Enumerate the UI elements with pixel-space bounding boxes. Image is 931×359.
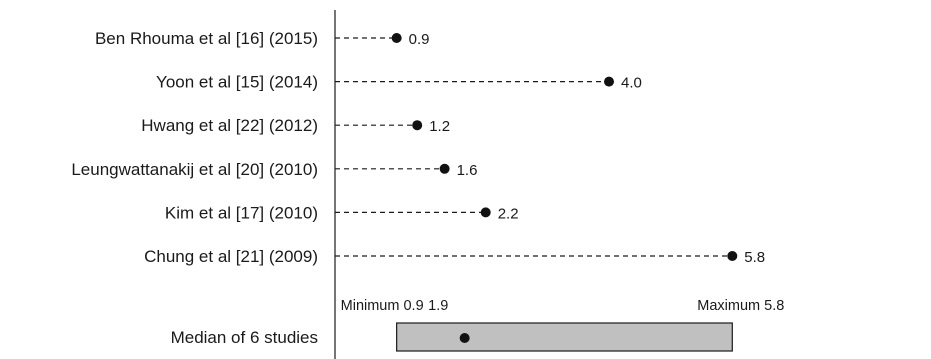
study-label: Leungwattanakij et al [20] (2010): [71, 160, 318, 179]
minimum-label: Minimum 0.9: [341, 298, 424, 314]
data-point: [439, 163, 450, 174]
range-box: [396, 322, 733, 352]
median-summary: Minimum 0.9 1.9 Maximum 5.8 Median of 6 stu…: [171, 298, 784, 352]
data-point: [727, 251, 738, 261]
study-label: Chung et al [21] (2009): [144, 247, 318, 266]
study-label: Yoon et al [15] (2014): [156, 73, 318, 92]
study-row: Chung et al [21] (2009) 5.8: [144, 247, 765, 266]
value-label: 4.0: [621, 75, 642, 92]
value-label: 1.2: [429, 118, 450, 135]
data-point: [391, 33, 402, 43]
data-point: [604, 76, 614, 87]
data-point: [412, 120, 423, 131]
value-label: 0.9: [409, 31, 430, 48]
study-label: Kim et al [17] (2010): [165, 203, 318, 222]
maximum-label: Maximum 5.8: [697, 298, 784, 314]
study-row: Ben Rhouma et al [16] (2015) 0.9: [95, 29, 430, 48]
study-row: Kim et al [17] (2010) 2.2: [165, 203, 519, 222]
median-row-label: Median of 6 studies: [171, 328, 318, 347]
study-label: Ben Rhouma et al [16] (2015): [95, 29, 318, 48]
study-row: Yoon et al [15] (2014) 4.0: [156, 73, 642, 92]
study-label: Hwang et al [22] (2012): [141, 116, 318, 135]
median-value-label: 1.9: [428, 298, 448, 314]
study-row: Leungwattanakij et al [20] (2010) 1.6: [71, 160, 477, 179]
study-rows: Ben Rhouma et al [16] (2015) 0.9 Yoon et a…: [71, 29, 765, 266]
value-label: 1.6: [457, 162, 478, 179]
data-point: [480, 207, 491, 218]
study-row: Hwang et al [22] (2012) 1.2: [141, 116, 450, 135]
median-point: [459, 333, 470, 343]
value-label: 2.2: [498, 205, 519, 222]
value-label: 5.8: [744, 249, 765, 266]
